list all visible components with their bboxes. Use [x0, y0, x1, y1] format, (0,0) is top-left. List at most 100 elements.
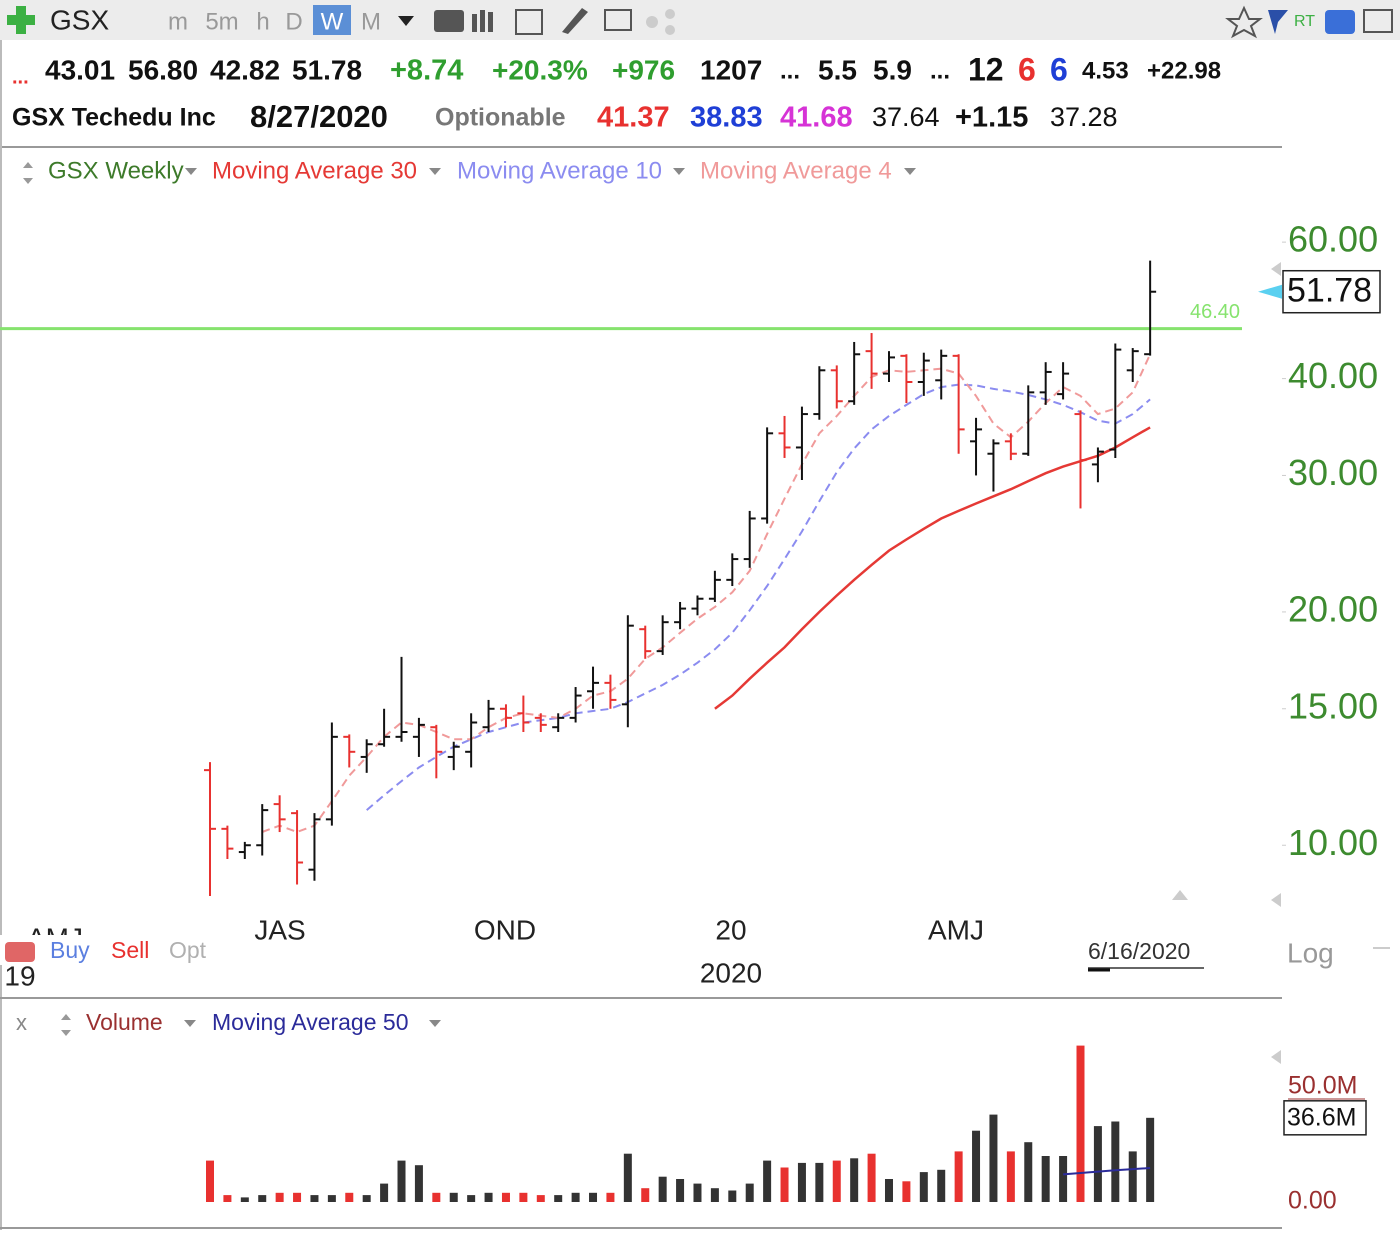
volume-bar: [1059, 1156, 1068, 1202]
volume-bar: [710, 1188, 719, 1202]
quote-field: ...: [780, 57, 800, 84]
panel-move-handle[interactable]: [23, 162, 33, 184]
volume-bar: [763, 1160, 772, 1202]
quote-field: 5.5: [818, 54, 857, 85]
last-volume-box: [1283, 1100, 1367, 1136]
volume-bar: [676, 1179, 685, 1202]
x-tick-label: OND: [474, 914, 536, 945]
volume-bar: [571, 1192, 580, 1202]
quote-field: 42.82: [210, 54, 280, 85]
interval-button[interactable]: D: [285, 8, 302, 35]
volume-bar: [623, 1153, 632, 1202]
order-button[interactable]: Opt: [169, 937, 207, 963]
volume-bar: [658, 1176, 667, 1202]
volume-bar: [1024, 1142, 1033, 1202]
last-price-box: [1282, 269, 1381, 314]
volume-bar: [972, 1130, 981, 1202]
last-price-pointer: [1258, 284, 1282, 299]
quote-field: 43.01: [45, 54, 115, 85]
interval-dropdown[interactable]: [398, 16, 414, 26]
volume-bar: [501, 1192, 510, 1202]
legend-dropdown[interactable]: [184, 1020, 196, 1027]
quote-field: ...: [930, 57, 950, 84]
quote-field: 51.78: [292, 54, 362, 85]
volume-average-line: [1063, 1167, 1151, 1176]
scroll-left[interactable]: [1271, 1050, 1281, 1064]
scroll-left[interactable]: [1271, 262, 1281, 276]
realtime-badge[interactable]: RT: [1294, 13, 1315, 30]
legend-dropdown[interactable]: [904, 168, 916, 175]
legend-dropdown[interactable]: [185, 168, 197, 175]
interval-button[interactable]: h: [256, 8, 269, 35]
volume-bar: [293, 1192, 302, 1202]
volume-bar: [867, 1153, 876, 1202]
legend-entry[interactable]: Moving Average 50: [212, 1009, 409, 1035]
volume-bar: [902, 1181, 911, 1202]
trade-icon[interactable]: [5, 942, 35, 962]
x-tick-label: JAS: [254, 914, 305, 945]
scale-mode[interactable]: Log: [1287, 937, 1334, 968]
chart-title[interactable]: Volume: [86, 1009, 163, 1035]
y-tick-label: 60.00: [1288, 219, 1378, 260]
legend-dropdown[interactable]: [673, 168, 685, 175]
active-interval: [313, 5, 351, 35]
y-tick-label: 20.00: [1288, 588, 1378, 629]
scroll-up[interactable]: [1172, 890, 1188, 900]
volume-bar: [919, 1172, 928, 1202]
symbol: GSX: [50, 4, 109, 35]
y-tick-label: 0.00: [1288, 1187, 1337, 1215]
volume-bar: [884, 1179, 893, 1202]
volume-bar: [258, 1195, 267, 1202]
legend-dropdown[interactable]: [429, 1020, 441, 1027]
interval-button[interactable]: W: [321, 8, 344, 35]
volume-bar: [1093, 1126, 1102, 1202]
quote-field: 41.37: [597, 102, 670, 134]
legend-entry[interactable]: Moving Average 30: [212, 157, 417, 184]
volume-bar: [850, 1158, 859, 1202]
volume-bar: [397, 1160, 406, 1202]
volume-bar: [745, 1183, 754, 1202]
y-tick-label: 30.00: [1288, 452, 1378, 493]
volume-bar: [362, 1195, 371, 1202]
quote-field: 56.80: [128, 54, 198, 85]
volume-bar: [554, 1195, 563, 1202]
close-panel-button[interactable]: x: [16, 1010, 27, 1035]
scroll-left[interactable]: [1271, 893, 1281, 907]
toolbar: [0, 0, 1400, 40]
last-price-label: 51.78: [1287, 272, 1372, 310]
volume-bar: [1111, 1121, 1120, 1202]
quote-field: 6: [1050, 51, 1068, 87]
quote-field: +22.98: [1147, 57, 1221, 84]
volume-bar: [589, 1192, 598, 1202]
legend-entry[interactable]: Moving Average 10: [457, 157, 662, 184]
volume-bar: [327, 1195, 336, 1202]
volume-bar: [484, 1192, 493, 1202]
volume-bar: [832, 1160, 841, 1202]
toolbar-icons[interactable]: [434, 5, 1393, 39]
interval-button[interactable]: M: [361, 8, 381, 35]
y-tick-label: 10.00: [1288, 822, 1378, 863]
interval-button[interactable]: 5m: [205, 8, 238, 35]
y-tick-label: 50.0M: [1288, 1072, 1357, 1100]
chart-title[interactable]: GSX Weekly: [48, 157, 184, 184]
x-tick-label: 20: [715, 914, 746, 945]
volume-bar: [797, 1162, 806, 1202]
y-tick-label: 40.00: [1288, 355, 1378, 396]
interval-button[interactable]: m: [168, 8, 188, 35]
order-button[interactable]: Buy: [50, 937, 90, 963]
quote-field: 37.64: [872, 102, 940, 132]
legend-entry[interactable]: Moving Average 4: [700, 157, 892, 184]
quote-field: 6: [1018, 51, 1036, 87]
quote-field: +8.74: [390, 55, 463, 87]
quote-field: ...: [12, 66, 29, 88]
panel-move-handle[interactable]: [61, 1014, 71, 1036]
volume-bar: [414, 1165, 423, 1202]
order-button[interactable]: Sell: [111, 937, 149, 963]
quote-field: 41.68: [780, 102, 853, 134]
volume-bar: [432, 1192, 441, 1202]
add-symbol-icon[interactable]: [7, 6, 35, 34]
legend-dropdown[interactable]: [429, 168, 441, 175]
volume-bar: [1128, 1151, 1137, 1202]
volume-bar: [1006, 1151, 1015, 1202]
